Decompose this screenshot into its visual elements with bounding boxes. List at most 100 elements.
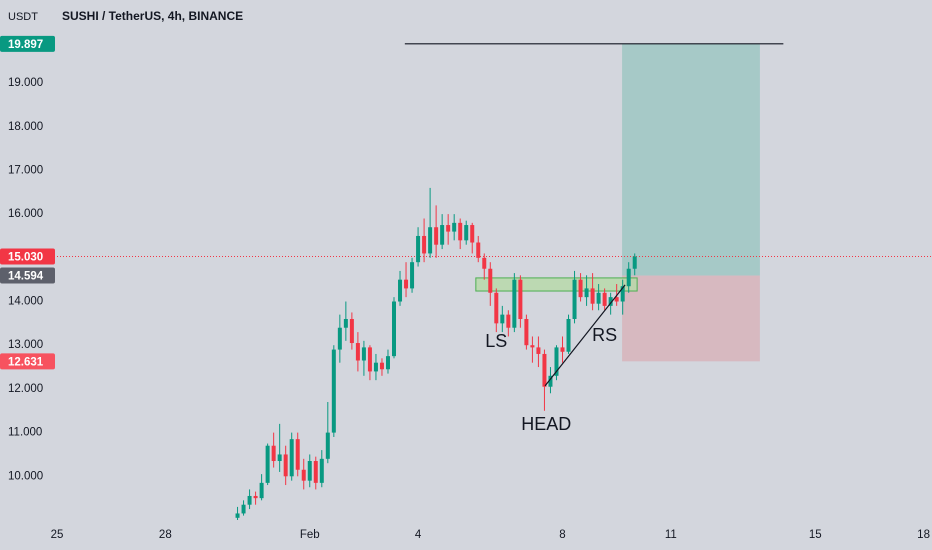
price-label-box	[0, 35, 55, 52]
candle-body	[259, 482, 264, 499]
profit-zone	[622, 43, 760, 276]
candle-body	[464, 225, 469, 241]
candle-body	[596, 292, 601, 304]
candle-body	[277, 454, 282, 462]
candle-body	[289, 439, 294, 477]
candle-body	[337, 327, 342, 350]
loss-zone	[622, 275, 760, 362]
candle-body	[554, 347, 559, 376]
candle-body	[470, 225, 475, 243]
candle-body	[379, 362, 384, 370]
candle-body	[524, 318, 529, 346]
candle-body	[572, 279, 577, 319]
candle-body	[566, 318, 571, 352]
candle-body	[355, 343, 360, 361]
y-tick-label: 12.000	[8, 383, 43, 395]
price-label: 15.030	[8, 252, 43, 264]
y-tick-label: 16.000	[8, 208, 43, 220]
candle-body	[392, 301, 397, 357]
candle-body	[548, 375, 553, 387]
candle-body	[560, 347, 565, 352]
y-tick-label: 17.000	[8, 164, 43, 176]
candle-body	[416, 235, 421, 263]
x-tick-label: 25	[51, 529, 64, 541]
candle-body	[410, 262, 415, 289]
candle-body	[295, 439, 300, 470]
unit-label: USDT	[8, 11, 38, 23]
candle-body	[608, 297, 613, 306]
candle-body	[373, 362, 378, 372]
y-tick-label: 18.000	[8, 121, 43, 133]
candle-body	[283, 454, 288, 477]
pattern-label: HEAD	[521, 414, 571, 434]
price-label-box	[0, 248, 55, 265]
x-tick-label: 28	[159, 529, 172, 541]
x-tick-label: 15	[809, 529, 822, 541]
candle-body	[578, 279, 583, 298]
trendline	[544, 284, 626, 387]
price-label: 19.897	[8, 39, 43, 51]
price-label-box	[0, 353, 55, 370]
y-tick-label: 10.000	[8, 470, 43, 482]
candle-body	[458, 222, 463, 241]
candle-body	[434, 227, 439, 245]
candle-body	[500, 314, 505, 324]
candle-body	[620, 286, 625, 302]
candle-body	[632, 256, 637, 269]
candle-body	[422, 235, 427, 254]
candle-body	[349, 318, 354, 344]
candle-body	[235, 513, 240, 518]
candle-body	[590, 288, 595, 304]
candle-body	[271, 445, 276, 462]
candle-body	[247, 495, 252, 505]
candle-body	[398, 279, 403, 302]
pattern-label: RS	[592, 325, 617, 345]
x-tick-label: Feb	[300, 529, 320, 541]
candle-body	[584, 288, 589, 298]
candle-body	[446, 225, 451, 232]
candle-body	[265, 445, 270, 483]
y-tick-label: 19.000	[8, 77, 43, 89]
candle-body	[542, 353, 547, 387]
chart-title: SUSHI / TetherUS, 4h, BINANCE	[62, 9, 243, 23]
candle-body	[313, 461, 318, 483]
candle-body	[476, 242, 481, 258]
y-tick-label: 11.000	[8, 427, 42, 439]
candle-body	[319, 458, 324, 483]
y-tick-label: 14.000	[8, 296, 43, 308]
candle-body	[536, 347, 541, 354]
pattern-label: LS	[485, 331, 507, 351]
candle-body	[506, 314, 511, 328]
price-label-box	[0, 267, 55, 284]
price-label: 12.631	[8, 356, 44, 368]
candle-body	[325, 432, 330, 459]
candle-body	[452, 222, 457, 232]
y-tick-label: 13.000	[8, 339, 43, 351]
candle-body	[343, 318, 348, 328]
candle-body	[602, 292, 607, 306]
candle-body	[626, 268, 631, 287]
neckline-zone	[475, 277, 638, 292]
candle-body	[482, 257, 487, 269]
candle-body	[428, 227, 433, 254]
candle-body	[301, 469, 306, 481]
candle-body	[488, 268, 493, 293]
candle-body	[307, 461, 312, 481]
candle-body	[361, 347, 366, 361]
candle-body	[331, 349, 336, 433]
candle-body	[385, 356, 390, 370]
candle-body	[367, 347, 372, 372]
x-tick-label: 18	[917, 529, 930, 541]
candle-body	[518, 279, 523, 319]
candle-body	[253, 495, 258, 499]
candle-body	[404, 279, 409, 289]
candle-body	[530, 345, 535, 348]
candle-body	[241, 504, 246, 514]
x-tick-label: 11	[665, 529, 677, 541]
price-label: 14.594	[8, 271, 44, 283]
candle-body	[494, 292, 499, 324]
candle-body	[440, 225, 445, 245]
